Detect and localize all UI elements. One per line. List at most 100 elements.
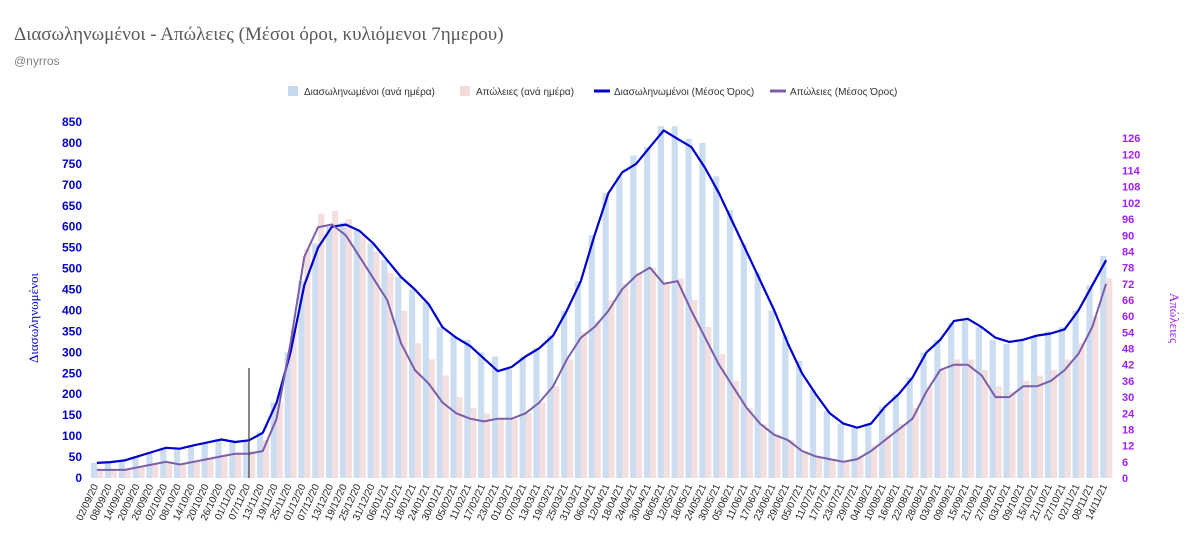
deaths-daily-bar (815, 456, 822, 478)
intubated-daily-bar (768, 310, 775, 478)
deaths-daily-bar (981, 370, 988, 478)
deaths-daily-bar (110, 469, 117, 478)
intubated-daily-bar (478, 352, 485, 478)
deaths-daily-bar (940, 370, 947, 478)
intubated-daily-bar (243, 440, 250, 478)
deaths-daily-bar (96, 469, 104, 478)
y-right-tick-label: 66 (1122, 295, 1134, 307)
intubated-daily-bar (450, 335, 457, 478)
intubated-daily-bar (865, 423, 872, 478)
deaths-daily-bar (193, 461, 200, 478)
deaths-daily-bar (1092, 316, 1099, 478)
deaths-daily-bar (553, 386, 560, 478)
deaths-daily-bar (207, 459, 214, 478)
intubated-daily-bar (630, 155, 637, 478)
deaths-daily-bar (691, 300, 698, 478)
intubated-daily-bar (91, 462, 98, 478)
intubated-daily-bar (505, 369, 512, 478)
deaths-daily-bar (871, 445, 878, 478)
deaths-daily-bar (1036, 375, 1044, 478)
intubated-daily-bar (491, 356, 499, 478)
intubated-daily-bar (367, 243, 374, 478)
deaths-daily-bar (345, 219, 352, 478)
intubated-daily-bar (602, 193, 609, 478)
deaths-daily-bar (138, 467, 145, 478)
deaths-daily-bar (622, 283, 629, 478)
deaths-daily-bar (857, 456, 864, 478)
intubated-daily-bar (823, 410, 830, 478)
deaths-daily-bar (539, 402, 546, 478)
deaths-daily-bar (497, 418, 505, 478)
y-left-tick-label: 850 (62, 115, 82, 129)
intubated-daily-bar (1100, 256, 1107, 478)
y-right-tick-label: 96 (1122, 214, 1134, 226)
average-lines (96, 129, 1108, 478)
deaths-average-line (96, 223, 1108, 471)
legend-label-3: Απώλειες (Μέσος Όρος) (790, 86, 897, 98)
intubated-daily-bar (657, 126, 665, 478)
deaths-daily-bar (1050, 370, 1058, 478)
intubated-daily-bar (906, 377, 913, 478)
deaths-daily-bar (470, 407, 477, 478)
deaths-daily-bar (912, 407, 919, 478)
intubated-daily-bar (961, 318, 969, 478)
intubated-daily-bar (713, 176, 720, 478)
chart-subtitle: @nyrros (14, 54, 60, 68)
intubated-daily-bar (574, 281, 582, 478)
y-right-tick-label: 54 (1122, 327, 1135, 339)
intubated-daily-bar (284, 352, 291, 478)
intubated-daily-bar (519, 356, 526, 478)
intubated-daily-bar (339, 222, 347, 478)
intubated-daily-bar (1017, 339, 1024, 478)
y-axis-left-title: Διασωληνωμένοι (26, 273, 41, 363)
deaths-daily-bar (1009, 391, 1016, 478)
legend-label-1: Απώλειες (ανά ημέρα) (476, 86, 574, 98)
intubated-daily-bar (229, 442, 236, 478)
y-right-tick-label: 60 (1122, 311, 1134, 323)
y-right-tick-label: 114 (1122, 166, 1141, 178)
intubated-daily-bar (851, 427, 858, 478)
intubated-daily-bar (934, 339, 941, 478)
intubated-daily-bar (1003, 343, 1010, 478)
deaths-daily-bar (124, 469, 131, 478)
intubated-daily-bar (588, 235, 595, 478)
intubated-daily-bar (616, 176, 623, 478)
y-left-tick-label: 200 (62, 387, 82, 401)
intubated-daily-bar (547, 335, 554, 478)
intubated-daily-bar (561, 310, 568, 478)
y-left-tick-label: 500 (62, 262, 82, 276)
legend: Διασωληνωμένοι (ανά ημέρα) Απώλειες (ανά … (288, 86, 897, 98)
intubated-daily-bar (671, 126, 678, 478)
deaths-daily-bar (387, 273, 394, 478)
deaths-daily-bar (401, 310, 408, 478)
intubated-daily-bar (298, 281, 305, 478)
y-left-tick-label: 150 (62, 408, 82, 422)
deaths-daily-bar (967, 359, 975, 478)
y-right-tick-label: 84 (1122, 246, 1135, 258)
deaths-daily-bar (1064, 359, 1071, 478)
intubated-daily-bar (948, 323, 955, 478)
y-left-tick-label: 550 (62, 241, 82, 255)
y-right-tick-label: 102 (1122, 198, 1140, 210)
y-left-tick-label: 700 (62, 178, 82, 192)
intubated-daily-bar (726, 209, 734, 478)
deaths-daily-bar (774, 434, 781, 478)
y-right-tick-label: 6 (1122, 457, 1128, 469)
deaths-daily-bar (608, 300, 615, 478)
intubated-daily-bar (809, 390, 817, 478)
y-right-tick-label: 36 (1122, 376, 1134, 388)
deaths-daily-bar (331, 211, 339, 478)
deaths-daily-bar (525, 413, 532, 478)
intubated-daily-bar (699, 142, 706, 479)
deaths-daily-bar (235, 453, 242, 478)
deaths-daily-bar (359, 235, 366, 478)
deaths-daily-bar (456, 397, 463, 478)
intubated-daily-bar (422, 302, 430, 478)
y-right-tick-label: 90 (1122, 230, 1134, 242)
deaths-daily-bar (594, 321, 601, 478)
deaths-daily-bar (636, 273, 643, 478)
intubated-daily-bar (215, 439, 222, 478)
y-left-tick-label: 350 (62, 324, 82, 338)
intubated-daily-bar (782, 335, 789, 478)
legend-swatch-0 (288, 86, 298, 96)
